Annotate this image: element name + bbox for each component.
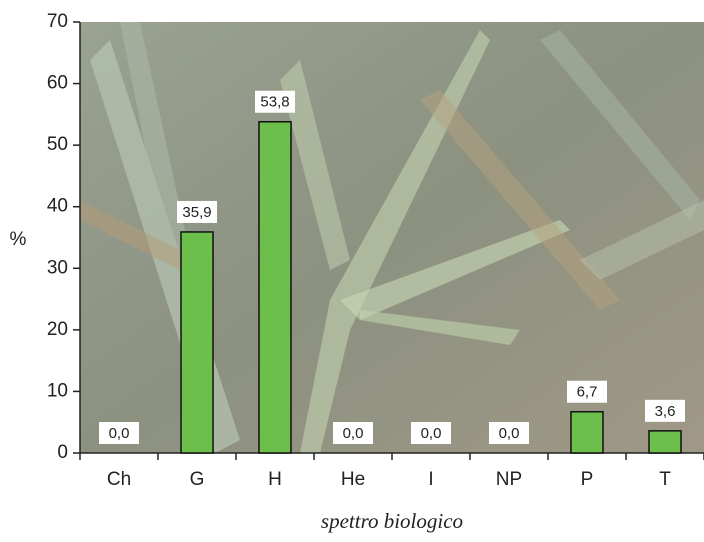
value-label: 0,0 [499, 425, 520, 442]
value-label: 35,9 [182, 204, 211, 221]
value-label: 53,8 [260, 94, 289, 111]
value-label: 0,0 [109, 425, 130, 442]
y-tick-label: 30 [47, 257, 68, 278]
y-tick-label: 40 [47, 196, 68, 217]
value-label-box [645, 399, 685, 422]
y-tick-label: 70 [47, 11, 68, 32]
background-photo [80, 22, 704, 453]
y-axis-title: % [10, 229, 27, 250]
y-tick-label: 20 [47, 319, 68, 340]
value-label-box [177, 200, 217, 223]
x-tick-label: Ch [107, 469, 131, 490]
y-tick-label: 10 [47, 380, 68, 401]
value-label: 0,0 [421, 425, 442, 442]
y-tick-label: 60 [47, 73, 68, 94]
bar [570, 410, 604, 454]
x-tick-label: P [581, 469, 594, 490]
value-label-box [99, 422, 139, 444]
value-label-box [333, 422, 373, 444]
x-tick-label: G [190, 469, 205, 490]
x-tick-label: H [268, 469, 282, 490]
value-label: 6,7 [577, 384, 598, 401]
x-tick-label: He [341, 469, 365, 490]
x-axis-title: spettro biologico [321, 509, 463, 533]
bar [258, 120, 292, 454]
value-label-box [489, 422, 529, 444]
value-label: 0,0 [343, 425, 364, 442]
value-label: 3,6 [655, 403, 676, 420]
y-tick-label: 50 [47, 134, 68, 155]
x-tick-label: I [428, 469, 433, 490]
y-tick-label: 0 [57, 442, 68, 463]
x-tick-label: NP [496, 469, 522, 490]
bar [648, 430, 682, 454]
value-label-box [255, 90, 295, 113]
value-label-box [567, 380, 607, 403]
bar [180, 231, 214, 454]
x-tick-label: T [659, 469, 671, 490]
value-label-box [411, 422, 451, 444]
